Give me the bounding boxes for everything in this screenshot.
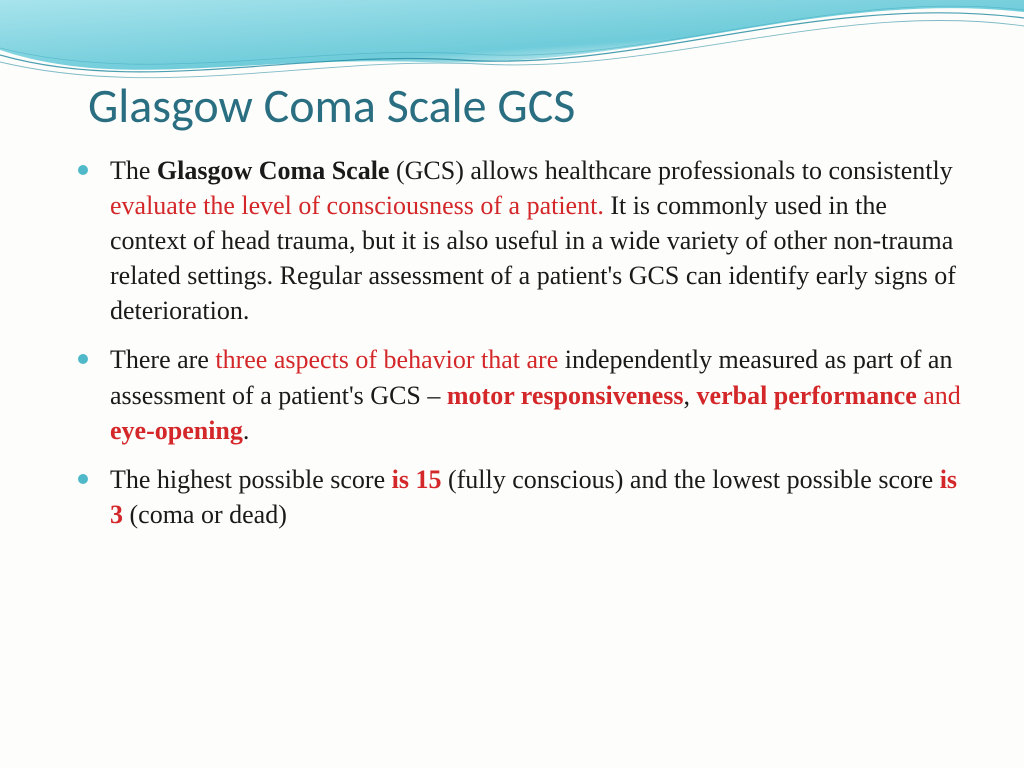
slide-content: Glasgow Coma Scale GCS The Glasgow Coma … [0, 0, 1024, 768]
bullet-item-1: The Glasgow Coma Scale (GCS) allows heal… [60, 153, 964, 328]
text-run-red: and [917, 381, 961, 410]
text-run-red: evaluate the level of consciousness of a… [110, 191, 604, 220]
text-run: . [243, 416, 250, 445]
text-run: (GCS) allows healthcare professionals to… [389, 156, 952, 185]
text-run: (fully conscious) and the lowest possibl… [441, 465, 939, 494]
text-run-redbold: eye-opening [110, 416, 243, 445]
text-run-redbold: is 15 [392, 465, 442, 494]
text-run-bold: Glasgow Coma Scale [157, 156, 390, 185]
text-run-redbold: verbal performance [697, 381, 917, 410]
text-run: The [110, 156, 157, 185]
text-run: (coma or dead) [123, 500, 287, 529]
bullet-item-3: The highest possible score is 15 (fully … [60, 462, 964, 532]
slide-title: Glasgow Coma Scale GCS [88, 76, 964, 135]
text-run-redbold: motor responsiveness [447, 381, 684, 410]
text-run: There are [110, 345, 215, 374]
bullet-item-2: There are three aspects of behavior that… [60, 342, 964, 447]
bullet-list: The Glasgow Coma Scale (GCS) allows heal… [60, 153, 964, 532]
text-run: The highest possible score [110, 465, 392, 494]
text-run-red: three aspects of behavior that are [215, 345, 558, 374]
text-run: , [684, 381, 697, 410]
